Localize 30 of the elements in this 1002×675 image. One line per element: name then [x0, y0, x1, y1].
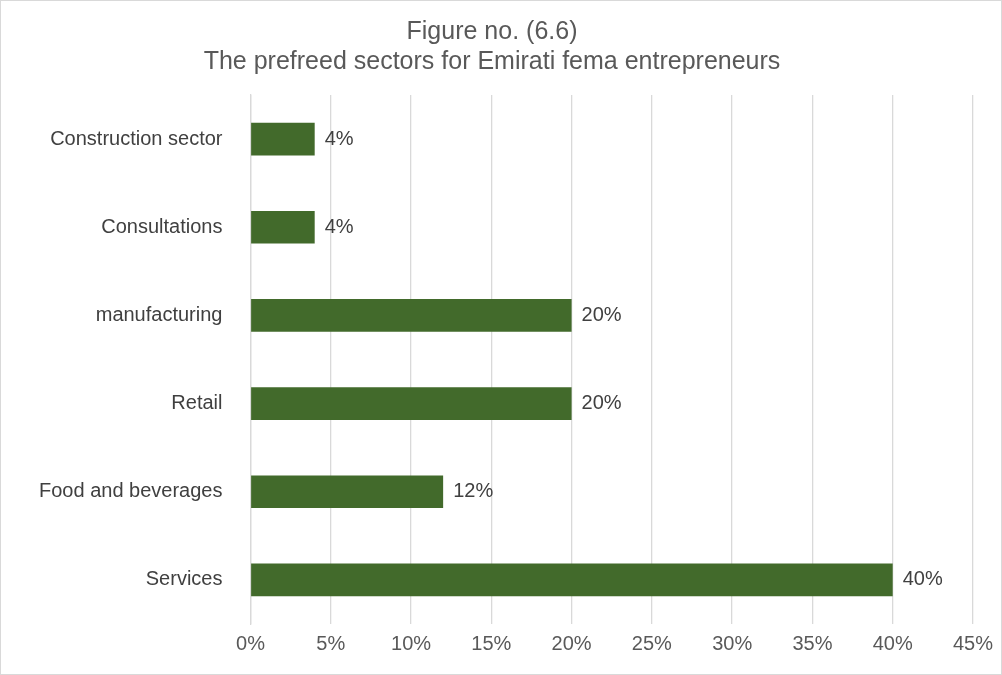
x-tick-label: 20% — [551, 631, 592, 654]
x-tick-label: 15% — [471, 631, 512, 654]
x-tick-label: 35% — [792, 631, 833, 654]
y-tick-label: Construction sector — [50, 126, 223, 149]
bar — [251, 563, 893, 597]
chart-title: Figure no. (6.6) — [406, 15, 578, 44]
y-tick-label: Food and beverages — [39, 479, 223, 502]
data-label: 12% — [453, 479, 494, 502]
x-tick-label: 25% — [631, 631, 673, 654]
bar — [251, 475, 444, 509]
bar — [251, 210, 315, 244]
x-tick-label: 5% — [316, 631, 346, 654]
y-tick-label: Consultations — [101, 214, 223, 237]
x-tick-label: 30% — [712, 631, 753, 654]
x-tick-label: 45% — [952, 631, 994, 654]
x-tick-label: 0% — [236, 631, 266, 654]
y-tick-label: manufacturing — [95, 302, 223, 325]
chart-subtitle: The prefreed sectors for Emirati fema entrepreneurs — [203, 45, 781, 74]
y-tick-label: Retail — [171, 391, 223, 414]
bar — [251, 387, 572, 420]
y-tick-label: Services — [145, 567, 223, 590]
data-label: 40% — [902, 567, 943, 590]
data-label: 20% — [581, 302, 622, 325]
data-label: 20% — [581, 391, 622, 414]
x-tick-label: 40% — [872, 631, 913, 654]
bar — [251, 299, 572, 332]
data-label: 4% — [324, 126, 354, 149]
bar — [251, 122, 315, 156]
x-tick-label: 10% — [391, 631, 432, 654]
data-label: 4% — [324, 214, 354, 237]
